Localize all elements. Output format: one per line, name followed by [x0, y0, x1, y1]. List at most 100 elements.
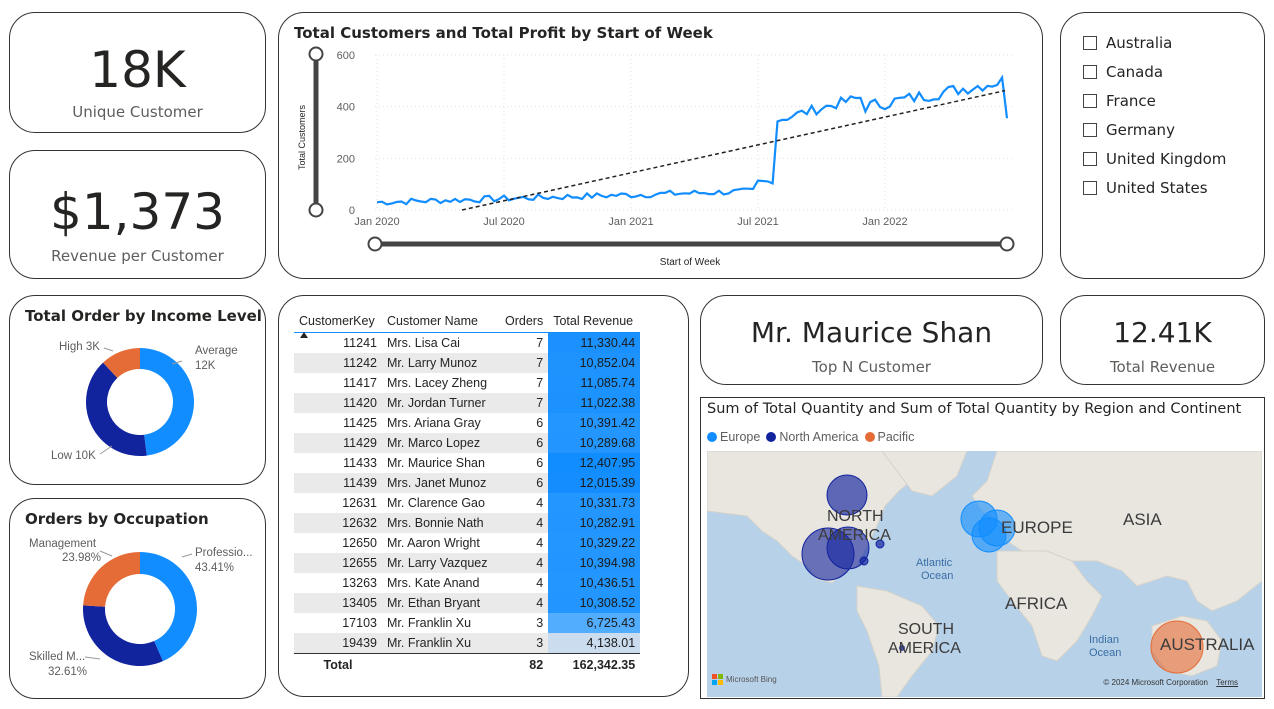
table-row[interactable]: 11420 Mr. Jordan Turner 7 11,022.38	[294, 393, 641, 413]
customer-key-cell: 11241	[343, 336, 377, 350]
col-customer-name[interactable]: Customer Name	[387, 314, 478, 328]
income-average-label: Average	[195, 345, 238, 357]
total-revenue-card: 12.41K Total Revenue	[1060, 295, 1265, 385]
checkbox-icon[interactable]	[1083, 181, 1097, 195]
occupation-professional-slice[interactable]	[140, 552, 197, 662]
table-row[interactable]: 11439 Mrs. Janet Munoz 6 12,015.39	[294, 473, 641, 493]
table-row[interactable]: 17103 Mr. Franklin Xu 3 6,725.43	[294, 613, 641, 633]
country-option-united-kingdom[interactable]: United Kingdom	[1083, 149, 1226, 169]
checkbox-icon[interactable]	[1083, 65, 1097, 79]
microsoft-logo-icon	[712, 674, 723, 685]
country-option-label: United Kingdom	[1106, 150, 1227, 168]
table-row[interactable]: 13263 Mrs. Kate Anand 4 10,436.51	[294, 573, 641, 593]
customer-name-cell: Mr. Larry Vazquez	[387, 556, 488, 570]
orders-cell: 4	[536, 516, 544, 530]
country-slicer-card: Australia Canada France Germany United Kingd…	[1060, 12, 1265, 279]
landmass-south-america	[856, 585, 940, 697]
table-row[interactable]: 12650 Mr. Aaron Wright 4 10,329.22	[294, 533, 641, 553]
checkbox-icon[interactable]	[1083, 152, 1097, 166]
map-legend: Europe North America Pacific	[707, 430, 920, 444]
top-customer-card: Mr. Maurice Shan Top N Customer	[700, 295, 1043, 385]
map-area[interactable]: NORTH AMERICA EUROPE ASIA Atlantic Ocean…	[707, 451, 1262, 697]
customer-table: CustomerKey Customer Name Orders Total R…	[294, 310, 641, 676]
checkbox-icon[interactable]	[1083, 94, 1097, 108]
country-option-canada[interactable]: Canada	[1083, 62, 1163, 82]
customers-series-line	[376, 74, 1009, 206]
orders-cell: 4	[536, 536, 544, 550]
map-label-north: NORTH	[827, 508, 884, 525]
bubble-north-america-1	[826, 474, 868, 516]
table-row[interactable]: 11425 Mrs. Ariana Gray 6 10,391.42	[294, 413, 641, 433]
table-row[interactable]: 13405 Mr. Ethan Bryant 4 10,308.52	[294, 593, 641, 613]
checkbox-icon[interactable]	[1083, 36, 1097, 50]
customer-key-cell: 11433	[343, 456, 377, 470]
customer-key-cell: 11420	[343, 396, 377, 410]
y-range-slider-handle-top[interactable]	[308, 46, 324, 62]
income-high-label: High 3K	[59, 341, 100, 353]
map-terms-link[interactable]: Terms	[1216, 678, 1238, 687]
map-label-europe: EUROPE	[1001, 518, 1073, 537]
legend-item-europe[interactable]: Europe	[707, 430, 760, 444]
legend-item-pacific[interactable]: Pacific	[864, 430, 914, 444]
checkbox-icon[interactable]	[1083, 123, 1097, 137]
income-donut-chart: Average 12K High 3K Low 10K	[51, 341, 238, 462]
revenue-cell: 10,329.22	[548, 533, 641, 553]
occupation-skilled-slice[interactable]	[83, 605, 163, 666]
total-orders: 82	[529, 658, 544, 672]
customer-key-cell: 19439	[342, 636, 377, 650]
customer-name-cell: Mr. Franklin Xu	[387, 636, 472, 650]
country-option-australia[interactable]: Australia	[1083, 33, 1172, 53]
orders-cell: 4	[536, 496, 544, 510]
map-title: Sum of Total Quantity and Sum of Total Q…	[707, 401, 1242, 417]
country-option-germany[interactable]: Germany	[1083, 120, 1175, 140]
table-row[interactable]: 11433 Mr. Maurice Shan 6 12,407.95	[294, 453, 641, 473]
country-option-united-states[interactable]: United States	[1083, 178, 1208, 198]
customer-name-cell: Mrs. Janet Munoz	[387, 476, 487, 490]
bubble-pacific	[1150, 620, 1204, 674]
income-donut-card: Total Order by Income Level Average 12K …	[9, 295, 266, 485]
col-customer-key[interactable]: CustomerKey	[299, 314, 375, 328]
revenue-per-customer-card: $1,373 Revenue per Customer	[9, 150, 266, 279]
occupation-skilled-pct: 32.61%	[48, 666, 87, 678]
revenue-cell: 6,725.43	[548, 613, 641, 633]
table-row[interactable]: 11241 Mrs. Lisa Cai 7 11,330.44	[294, 332, 641, 353]
trend-line	[461, 89, 1006, 211]
income-high-slice[interactable]	[103, 348, 140, 378]
table-row[interactable]: 12631 Mr. Clarence Gao 4 10,331.73	[294, 493, 641, 513]
revenue-cell: 10,436.51	[548, 573, 641, 593]
table-row[interactable]: 11429 Mr. Marco Lopez 6 10,289.68	[294, 433, 641, 453]
occupation-management-slice[interactable]	[83, 552, 140, 607]
x-range-slider-handle-left[interactable]	[367, 236, 383, 252]
revenue-cell: 10,852.04	[548, 353, 641, 373]
table-row[interactable]: 12632 Mrs. Bonnie Nath 4 10,282.91	[294, 513, 641, 533]
unique-customer-value: 18K	[89, 41, 186, 99]
sort-asc-icon[interactable]	[300, 332, 308, 338]
map-label-indian: Indian	[1089, 634, 1119, 646]
customer-key-cell: 12631	[342, 496, 377, 510]
orders-cell: 6	[536, 436, 544, 450]
map-label-south-america: AMERICA	[888, 640, 961, 657]
table-row[interactable]: 12655 Mr. Larry Vazquez 4 10,394.98	[294, 553, 641, 573]
map-label-asia: ASIA	[1123, 510, 1162, 529]
income-low-slice[interactable]	[86, 362, 147, 456]
country-option-france[interactable]: France	[1083, 91, 1156, 111]
income-average-slice[interactable]	[140, 348, 195, 456]
bing-logo: Microsoft Bing	[712, 674, 777, 685]
customer-key-cell: 17103	[342, 616, 377, 630]
orders-cell: 4	[536, 596, 544, 610]
occupation-professional-pct: 43.41%	[195, 562, 234, 574]
legend-item-north-america[interactable]: North America	[766, 430, 859, 444]
x-range-slider-handle-right[interactable]	[999, 236, 1015, 252]
orders-cell: 7	[536, 336, 544, 350]
col-total-revenue[interactable]: Total Revenue	[553, 314, 634, 328]
total-revenue-sum: 162,342.35	[572, 658, 636, 672]
col-orders[interactable]: Orders	[505, 314, 544, 328]
landmass-africa	[996, 550, 1103, 662]
customer-name-cell: Mrs. Kate Anand	[387, 576, 480, 590]
map-label-america: AMERICA	[818, 527, 891, 544]
y-range-slider-handle-bottom[interactable]	[308, 202, 324, 218]
table-row[interactable]: 19439 Mr. Franklin Xu 3 4,138.01	[294, 633, 641, 654]
customer-name-cell: Mr. Aaron Wright	[387, 536, 480, 550]
table-row[interactable]: 11242 Mr. Larry Munoz 7 10,852.04	[294, 353, 641, 373]
table-row[interactable]: 11417 Mrs. Lacey Zheng 7 11,085.74	[294, 373, 641, 393]
